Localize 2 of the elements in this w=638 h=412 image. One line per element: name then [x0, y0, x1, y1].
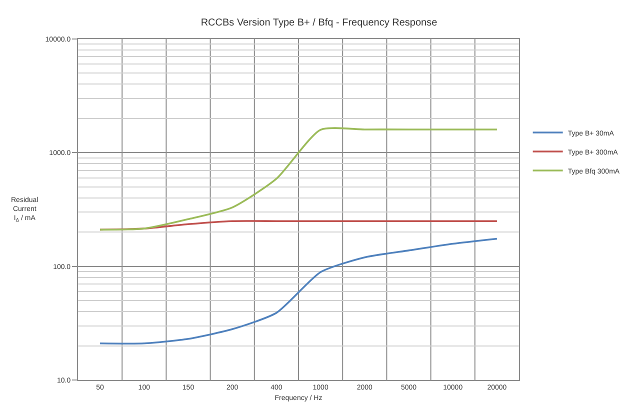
- chart-title: RCCBs Version Type B+ / Bfq - Frequency Response: [200, 18, 438, 29]
- line-series: [99, 238, 498, 344]
